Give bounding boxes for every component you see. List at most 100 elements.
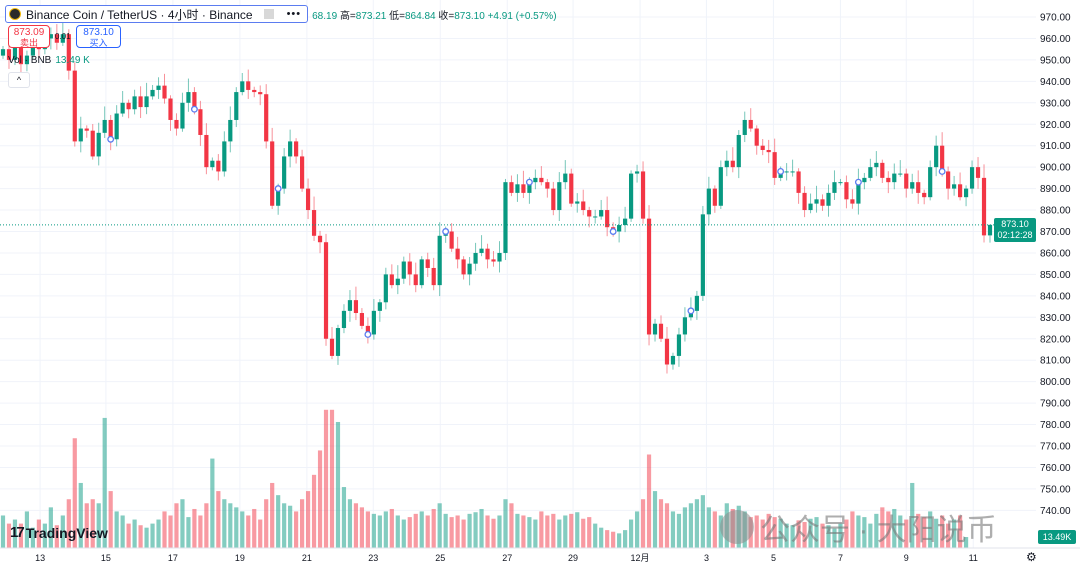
- candle-body: [204, 134, 209, 168]
- volume-bar: [395, 515, 400, 548]
- price-tick-label: 950.00: [1040, 55, 1071, 66]
- volume-bar: [192, 508, 197, 548]
- candle-body: [359, 313, 365, 326]
- candle: [377, 299, 382, 322]
- buy-button[interactable]: 873.10 买入: [76, 25, 121, 48]
- more-icon[interactable]: •••: [286, 8, 302, 20]
- current-price-tag: 873.10 02:12:28: [994, 218, 1036, 242]
- volume-bar: [407, 517, 412, 548]
- volume-bar: [934, 518, 939, 548]
- candle: [916, 170, 921, 204]
- candle: [832, 170, 837, 200]
- candle-body: [198, 109, 203, 135]
- volume-bar: [539, 511, 544, 548]
- volume-bar: [940, 515, 945, 548]
- collapse-legend-button[interactable]: ^: [8, 72, 30, 88]
- candle: [60, 20, 65, 46]
- candle-body: [258, 92, 263, 95]
- candle: [437, 222, 442, 297]
- candle: [413, 262, 418, 293]
- flag-icon[interactable]: [263, 9, 274, 19]
- candle-body: [377, 302, 382, 311]
- time-tick-label: 11: [969, 553, 978, 563]
- candle-body: [186, 92, 191, 103]
- volume-bar: [808, 518, 813, 548]
- volume-bar: [174, 503, 179, 548]
- volume-bar: [18, 523, 24, 548]
- candle-body: [820, 199, 825, 206]
- buy-label: 买入: [89, 38, 108, 48]
- volume-legend[interactable]: Vol · BNB 13.49 K: [8, 55, 90, 66]
- volume-bar: [425, 515, 430, 548]
- candle-body: [838, 182, 843, 184]
- trade-marker: [938, 167, 946, 175]
- candle-body: [407, 261, 412, 275]
- volume-bar: [485, 515, 490, 548]
- candle: [922, 189, 927, 205]
- volume-bar: [856, 515, 861, 548]
- candle-body: [276, 188, 281, 206]
- candle-body: [168, 98, 173, 120]
- price-axis[interactable]: 970.00 960.00 950.00 940.00 930.00 920.00 910.…: [1040, 13, 1071, 517]
- volume-bar: [240, 511, 245, 548]
- candle: [664, 326, 670, 374]
- volume-label: Vol · BNB: [8, 55, 52, 66]
- volume-bar: [383, 511, 388, 548]
- volume-bar: [916, 513, 921, 548]
- volume-bar: [957, 515, 963, 548]
- volume-bar: [778, 518, 783, 548]
- volume-bar: [365, 511, 370, 548]
- volume-bar: [108, 491, 113, 548]
- volume-bar: [706, 507, 711, 548]
- bnb-logo-icon: [9, 8, 21, 20]
- candle: [826, 184, 831, 217]
- candle: [180, 92, 185, 132]
- candle-body: [156, 85, 161, 90]
- symbol-legend[interactable]: Binance Coin / TetherUS · 4小时 · Binance …: [5, 5, 309, 23]
- volume-bar: [850, 511, 855, 548]
- open-value: 68.19: [312, 10, 338, 22]
- candle: [521, 170, 526, 199]
- candle-body: [623, 218, 628, 226]
- candle: [946, 166, 951, 200]
- candle: [724, 150, 729, 177]
- candle: [485, 243, 490, 269]
- candle-body: [521, 184, 526, 193]
- candle-body: [18, 44, 24, 65]
- candle-body: [969, 167, 975, 189]
- volume-bar: [258, 519, 263, 548]
- candle-body: [425, 259, 430, 268]
- time-axis[interactable]: 13 15 17 19 21 23 25 27 29 12月 3 5 7 9 11: [35, 553, 978, 563]
- candle: [682, 307, 688, 342]
- candle: [581, 189, 586, 216]
- volume-bar: [467, 513, 472, 548]
- candle-body: [652, 323, 658, 335]
- volume-bar: [838, 523, 843, 548]
- volume-bar: [928, 511, 933, 548]
- volume-bar: [132, 519, 137, 548]
- candle-body: [904, 173, 909, 189]
- candle-body: [975, 167, 981, 178]
- candle: [335, 324, 341, 365]
- candle: [102, 106, 107, 138]
- time-tick-label: 17: [168, 553, 178, 563]
- lot-size[interactable]: 0.01: [55, 32, 71, 41]
- tradingview-logo[interactable]: 17 TradingView: [10, 524, 108, 541]
- candle: [497, 241, 502, 273]
- sell-button[interactable]: 873.09 卖出: [8, 25, 50, 48]
- trade-marker: [442, 228, 450, 235]
- volume-bar: [30, 527, 36, 548]
- candle: [419, 256, 424, 289]
- tradingview-logo-text: TradingView: [25, 524, 108, 541]
- buy-price: 873.10: [83, 27, 114, 38]
- candle-body: [539, 177, 544, 183]
- volume-bar: [820, 523, 825, 548]
- candle: [323, 233, 329, 346]
- candle: [467, 257, 472, 286]
- gear-icon[interactable]: ⚙: [1026, 550, 1037, 564]
- volume-value: 13.49 K: [55, 55, 90, 66]
- volume-bar: [575, 512, 580, 548]
- candle: [305, 178, 311, 220]
- candle-body: [138, 96, 143, 108]
